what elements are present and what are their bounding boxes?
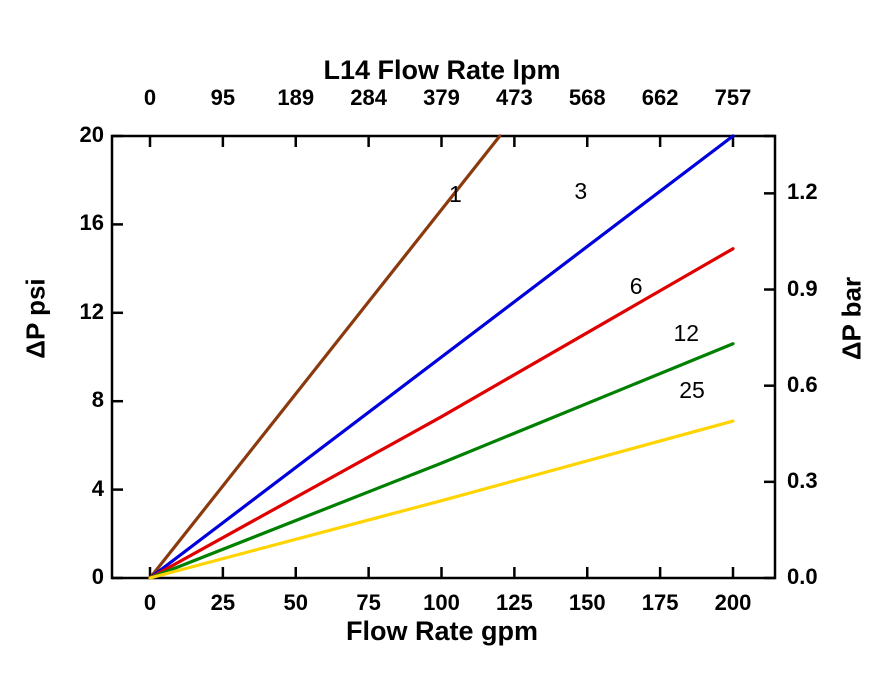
- y-tick-label-1: 4: [91, 475, 104, 501]
- right-y-tick-label-0: 0.0: [787, 564, 818, 589]
- top-x-tick-label-8: 757: [714, 85, 752, 110]
- series-label-25: 25: [679, 377, 705, 404]
- series-line-3: [148, 134, 735, 580]
- series-line-1: [148, 134, 502, 580]
- x-tick-label-5: 125: [496, 590, 533, 615]
- axis-ticks: [112, 134, 775, 580]
- top-x-tick-label-5: 473: [496, 85, 533, 110]
- x-tick-label-1: 25: [210, 590, 236, 615]
- bottom-axis-title: Flow Rate gpm: [345, 616, 538, 646]
- top-x-tick-label-4: 379: [423, 85, 460, 110]
- series-label-1: 1: [448, 180, 462, 207]
- x-tick-label-3: 75: [356, 590, 381, 615]
- x-tick-label-2: 50: [283, 590, 308, 615]
- y-tick-label-4: 16: [79, 210, 104, 236]
- top-x-tick-label-6: 568: [568, 85, 606, 110]
- x-tick-label-6: 150: [568, 590, 606, 615]
- right-y-tick-label-1: 0.3: [787, 467, 818, 493]
- series-line-6: [148, 247, 735, 580]
- top-x-tick-label-3: 284: [350, 85, 387, 110]
- y-tick-label-2: 8: [91, 387, 104, 413]
- right-y-tick-label-2: 0.6: [787, 371, 818, 397]
- top-x-tick-label-7: 662: [641, 85, 679, 110]
- right-y-tick-label-3: 0.9: [787, 275, 818, 301]
- top-x-tick-label-2: 189: [277, 85, 315, 110]
- series-lines: [148, 134, 735, 580]
- plot-frame: [110, 134, 777, 580]
- series-line-12: [148, 342, 735, 580]
- series-line-25: [148, 419, 735, 580]
- x-tick-label-4: 100: [423, 590, 460, 615]
- y-tick-label-5: 20: [79, 122, 104, 147]
- top-x-tick-label-0: 0: [143, 85, 157, 110]
- x-tick-label-8: 200: [714, 590, 752, 615]
- plot-frame-rect: [110, 134, 777, 580]
- series-label-12: 12: [673, 319, 700, 346]
- x-tick-label-7: 175: [641, 590, 679, 615]
- top-x-tick-label-1: 95: [210, 85, 236, 110]
- top-axis-title: L14 Flow Rate lpm: [323, 55, 561, 85]
- y-tick-label-0: 0: [91, 564, 104, 589]
- y-tick-label-3: 12: [79, 298, 104, 324]
- series-label-3: 3: [574, 178, 588, 205]
- right-y-tick-label-4: 1.2: [787, 179, 818, 205]
- x-tick-label-0: 0: [143, 590, 157, 615]
- series-label-6: 6: [629, 273, 643, 300]
